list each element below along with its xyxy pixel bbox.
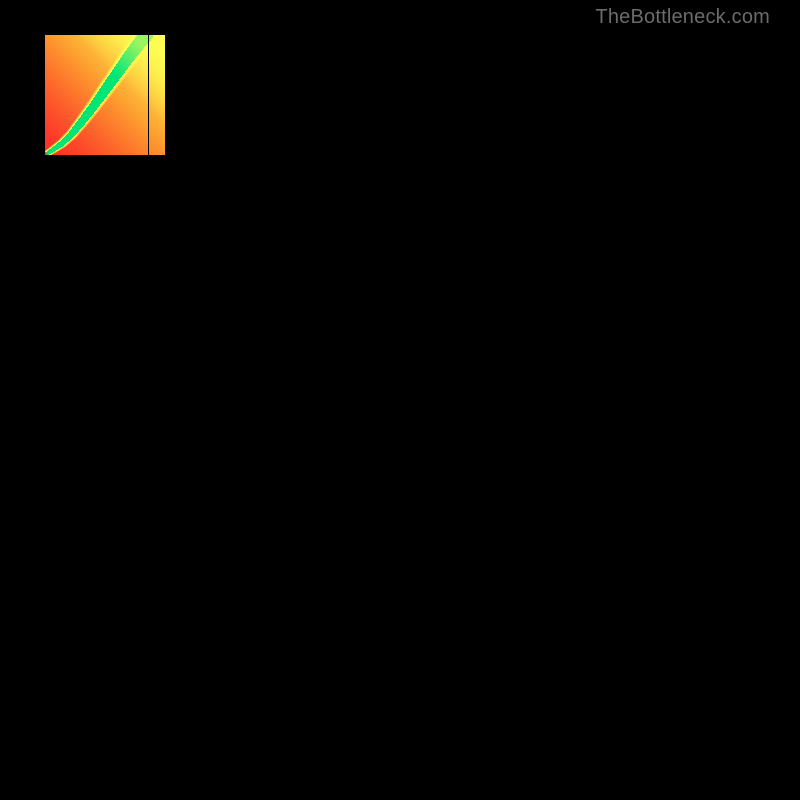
heatmap-canvas xyxy=(45,35,165,155)
plot-area xyxy=(45,35,763,753)
crosshair-marker xyxy=(142,666,154,678)
crosshair-horizontal xyxy=(45,671,763,672)
watermark-text: TheBottleneck.com xyxy=(595,6,770,29)
chart-container: TheBottleneck.com xyxy=(0,0,800,800)
